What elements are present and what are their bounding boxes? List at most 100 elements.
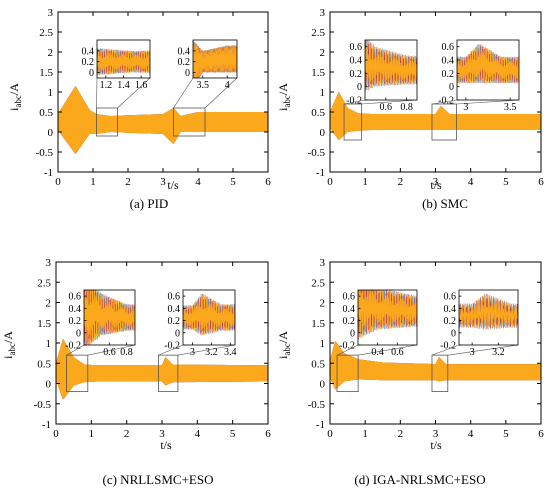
x-tick-label-a-3: 3	[160, 176, 166, 188]
plot-layer-d: 0 1 2 3 4 5 6-1-0.500.511.522.530.4 0.60.60.40.…	[308, 257, 545, 440]
x-tick-label-a-4: 4	[195, 176, 201, 188]
x-tick-label-c-3: 3	[159, 428, 165, 440]
caption-a: (a) PID	[130, 196, 169, 211]
x-axis-label-c: t/s	[160, 438, 172, 452]
caption-d: (d) IGA-NRLSMC+ESO	[354, 472, 485, 487]
inset-frame-d-2	[458, 289, 519, 346]
inset-y-tick-label-b-2-3: 0	[449, 82, 454, 93]
x-tick-label-b-4: 4	[468, 176, 474, 188]
caption-c: (c) NRLLSMC+ESO	[103, 472, 214, 487]
x-axis-label-d: t/s	[430, 438, 442, 452]
y-tick-label-b-3: 0.5	[311, 107, 325, 119]
inset-y-tick-label-d-2-2: 0.2	[444, 316, 457, 327]
x-axis-label-b: t/s	[430, 178, 442, 192]
inset-y-tick-label-d-1-2: 0.2	[343, 316, 356, 327]
x-tick-label-c-5: 5	[230, 428, 236, 440]
inset-y-tick-label-b-1-2: 0.2	[350, 69, 363, 80]
zoom-connector-right-c-2	[177, 344, 236, 356]
x-tick-label-a-0: 0	[55, 176, 61, 188]
main-c-series-line-3	[56, 339, 268, 400]
x-tick-label-b-0: 0	[327, 176, 333, 188]
inset-y-tick-label-c-1-1: 0.4	[69, 304, 82, 315]
main-a-series-line-3	[58, 86, 268, 154]
y-label-sub-c: abc	[7, 343, 17, 356]
y-tick-label-b-6: 2	[320, 47, 326, 59]
inset-frame-d-1	[357, 289, 418, 346]
inset-y-tick-label-a-1-2: 0	[89, 68, 94, 79]
zoom-connector-left-b-1	[344, 99, 366, 105]
caption-b: (b) SMC	[422, 196, 468, 211]
y-tick-label-d-2: 0	[320, 379, 326, 391]
inset-signals-d-2	[459, 293, 518, 330]
panel-d: 0 1 2 3 4 5 6-1-0.500.511.522.530.4 0.60.60.40.…	[276, 257, 544, 487]
y-label-unit-a: /A	[7, 83, 21, 95]
inset-b-1-series-line-3	[365, 40, 417, 91]
inset-y-tick-label-d-1-3: 0	[350, 328, 355, 339]
x-tick-label-b-1: 1	[362, 176, 368, 188]
inset-y-tick-label-b-1-4: -0.2	[346, 96, 362, 107]
inset-frame-a-2	[192, 39, 238, 79]
inset-y-tick-label-d-1-0: 0.6	[343, 292, 356, 303]
signals-c	[56, 339, 268, 400]
y-tick-label-a-0: -1	[44, 167, 53, 179]
x-tick-label-c-0: 0	[53, 428, 59, 440]
signals-a	[58, 86, 268, 154]
y-tick-label-a-4: 1	[48, 87, 54, 99]
zoom-connector-left-c-2	[158, 344, 184, 356]
inset-frame-b-1	[364, 39, 418, 101]
y-axis-label-d: iabc/A	[276, 331, 292, 359]
inset-y-tick-label-a-2-1: 0.2	[178, 57, 191, 68]
y-tick-label-a-7: 2.5	[39, 27, 53, 39]
x-tick-label-c-4: 4	[195, 428, 201, 440]
y-tick-label-c-2: 0	[46, 379, 52, 391]
y-tick-label-d-5: 1.5	[311, 318, 325, 330]
x-axis-label-a: t/s	[167, 178, 179, 192]
x-tick-label-b-3: 3	[433, 176, 439, 188]
y-tick-label-c-5: 1.5	[37, 318, 51, 330]
x-tick-label-d-6: 6	[538, 428, 544, 440]
y-tick-label-d-0: -1	[316, 419, 325, 431]
zoom-connector-left-d-2	[431, 344, 460, 356]
y-tick-label-d-6: 2	[320, 298, 326, 310]
y-tick-label-b-4: 1	[320, 87, 326, 99]
zoom-connector-left-c-1	[66, 344, 85, 356]
plot-layer-a: 0 1 2 3 4 5 6-1-0.500.511.522.531.2 1.4 1.60.40.…	[36, 7, 272, 188]
y-tick-label-a-5: 1.5	[39, 67, 53, 79]
inset-a-1-series-line-3	[97, 48, 150, 75]
inset-y-tick-label-b-2-1: 0.4	[442, 56, 455, 67]
inset-y-tick-label-b-2-4: -0.2	[438, 96, 454, 107]
inset-signals-a-1	[97, 48, 150, 76]
y-tick-label-c-4: 1	[46, 338, 52, 350]
zoom-region-d-2	[431, 354, 449, 392]
inset-y-tick-label-c-2-3: 0	[175, 328, 180, 339]
y-axis-label-c: iabc/A	[1, 331, 17, 359]
x-tick-label-d-5: 5	[503, 428, 509, 440]
x-tick-label-b-2: 2	[398, 176, 404, 188]
inset-x-tick-label-d-2-0: 3	[470, 347, 475, 358]
y-label-unit-b: /A	[276, 83, 290, 95]
inset-x-tick-label-b-1-1: 0.8	[400, 102, 413, 113]
inset-y-tick-label-c-1-3: 0	[76, 328, 81, 339]
zoom-connector-left-a-1	[96, 77, 98, 109]
y-tick-label-c-3: 0.5	[37, 358, 51, 370]
main-d-series-line-3	[330, 341, 541, 390]
main-b-series-line-3	[330, 92, 541, 140]
panel-b: 0 1 2 3 4 5 6 -1 -0.5 0 0.5 1 1.5 2 2.5 3 0.6 0.8 0.6 0.4 0.…	[276, 7, 544, 211]
inset-y-tick-label-d-1-4: -0.2	[339, 341, 355, 352]
y-tick-label-a-2: 0	[48, 127, 54, 139]
signals-b	[330, 92, 541, 140]
zoom-connector-right-b-1	[361, 99, 418, 105]
y-tick-label-b-5: 1.5	[311, 67, 325, 79]
zoom-connector-right-c-1	[87, 344, 136, 356]
zoom-region-a-1	[96, 107, 118, 137]
x-tick-label-c-2: 2	[124, 428, 130, 440]
inset-x-tick-label-a-1-2: 1.6	[135, 80, 148, 91]
y-tick-label-d-1: -0.5	[308, 399, 326, 411]
y-tick-label-b-8: 3	[320, 7, 326, 19]
y-tick-label-c-7: 2.5	[37, 277, 51, 289]
inset-x-tick-label-d-1-1: 0.6	[391, 347, 404, 358]
zoom-region-d-1	[336, 354, 359, 392]
inset-x-tick-label-a-1-0: 1.2	[100, 80, 113, 91]
zoom-connector-left-d-1	[336, 344, 359, 356]
